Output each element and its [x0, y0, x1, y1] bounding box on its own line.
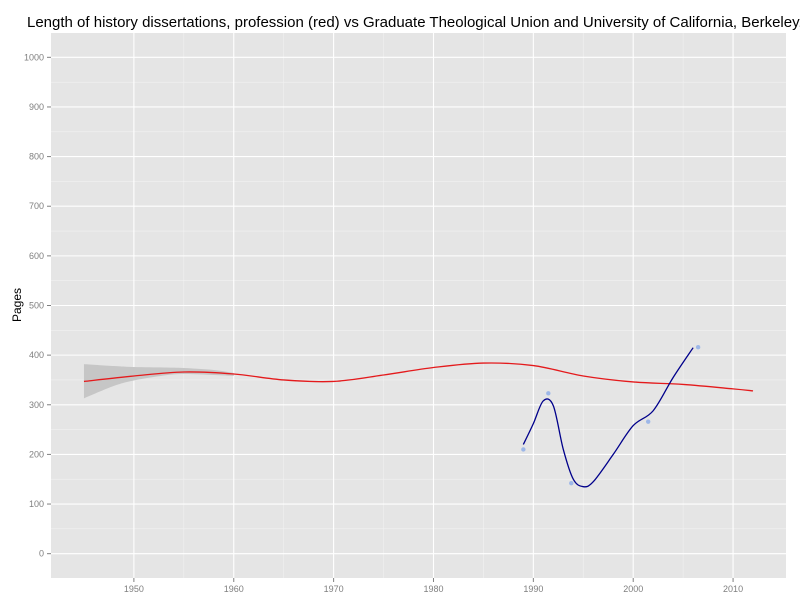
y-tick-label-300: 300: [29, 400, 44, 410]
y-tick-label-200: 200: [29, 449, 44, 459]
y-tick-label-0: 0: [39, 549, 44, 559]
series-line-0: [83, 362, 754, 392]
chart-title: Length of history dissertations, profess…: [27, 14, 800, 31]
x-tick-label-1960: 1960: [224, 584, 244, 594]
y-tick-label-900: 900: [29, 102, 44, 112]
data-point-0: [521, 447, 526, 452]
x-tick-label-1980: 1980: [423, 584, 443, 594]
y-tick-label-400: 400: [29, 350, 44, 360]
data-point-4: [695, 344, 701, 350]
major-gridlines: [51, 33, 786, 578]
y-tick-label-800: 800: [29, 152, 44, 162]
data-point-1: [546, 391, 551, 396]
y-tick-label-100: 100: [29, 499, 44, 509]
x-tick-label-1990: 1990: [523, 584, 543, 594]
y-tick-label-700: 700: [29, 201, 44, 211]
y-tick-label-1000: 1000: [24, 52, 44, 62]
data-point-3: [645, 419, 651, 424]
axis-ticks: 0 100 200 300 400 500 600 700 800 900 1000 1950 1960…: [24, 52, 743, 594]
data-point-2: [569, 480, 574, 486]
y-tick-label-500: 500: [29, 301, 44, 311]
x-tick-label-2000: 2000: [623, 584, 643, 594]
x-tick-label-1970: 1970: [324, 584, 344, 594]
x-tick-label-1950: 1950: [124, 584, 144, 594]
minor-gridlines: [51, 33, 786, 578]
chart-marks: [83, 344, 754, 488]
series-line-2: [522, 347, 694, 488]
x-tick-label-2010: 2010: [723, 584, 743, 594]
y-tick-label-600: 600: [29, 251, 44, 261]
